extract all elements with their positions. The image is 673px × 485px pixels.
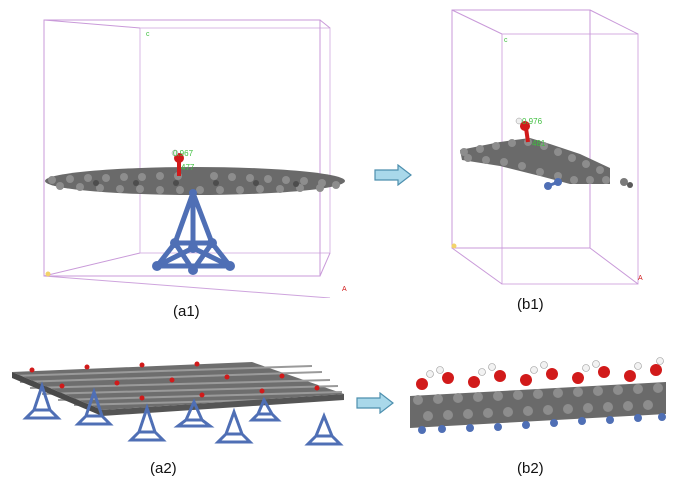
unit-cell-b1 bbox=[451, 9, 639, 285]
axis-label-a: A bbox=[342, 286, 347, 293]
model-a1-svg: c A 0.967 bbox=[43, 19, 347, 298]
origin-marker bbox=[451, 243, 457, 249]
bond-length-label: 477 bbox=[181, 163, 195, 172]
caption-a2: (a2) bbox=[150, 460, 177, 477]
bond-length-label: 481 bbox=[532, 139, 546, 148]
panel-a2 bbox=[12, 358, 347, 453]
metal-atoms-b2 bbox=[418, 413, 666, 434]
caption-a1: (a1) bbox=[173, 303, 200, 320]
caption-b2: (b2) bbox=[517, 460, 544, 477]
bond-length-label: 0.976 bbox=[522, 117, 543, 126]
panel-b2 bbox=[408, 356, 670, 446]
metal-cluster-b1 bbox=[544, 178, 562, 190]
axis-label-c: c bbox=[146, 31, 150, 38]
graphene-sheet-b1 bbox=[460, 138, 633, 188]
metal-cluster-a1 bbox=[154, 190, 233, 273]
right-arrow-icon bbox=[374, 163, 412, 191]
panel-b1: c A 0.976 481 bbox=[440, 4, 660, 294]
graphene-sheet-a2 bbox=[12, 362, 345, 416]
bond-length-label: 0.967 bbox=[173, 149, 194, 158]
hydroxyl-array-a2 bbox=[29, 361, 320, 401]
hydroxyl-array-b2 bbox=[416, 357, 664, 390]
graphene-sheet-b2 bbox=[410, 382, 666, 428]
axis-label-c: c bbox=[504, 37, 508, 44]
axis-label-a: A bbox=[638, 275, 643, 282]
origin-marker bbox=[45, 271, 51, 277]
model-b1-svg: c A 0.976 481 bbox=[451, 9, 643, 285]
model-a2-svg bbox=[12, 361, 345, 446]
graphene-sheet-a1 bbox=[45, 167, 345, 195]
caption-b1: (b1) bbox=[517, 296, 544, 313]
hydroxyl-b1 bbox=[515, 117, 530, 143]
unit-cell-a1 bbox=[43, 19, 331, 298]
hydroxyl-a1 bbox=[171, 149, 184, 176]
metal-clusters-a2 bbox=[22, 381, 344, 446]
panel-a1: c A 0.967 bbox=[30, 8, 360, 298]
model-b2-svg bbox=[410, 357, 666, 434]
right-arrow-icon bbox=[356, 391, 394, 419]
